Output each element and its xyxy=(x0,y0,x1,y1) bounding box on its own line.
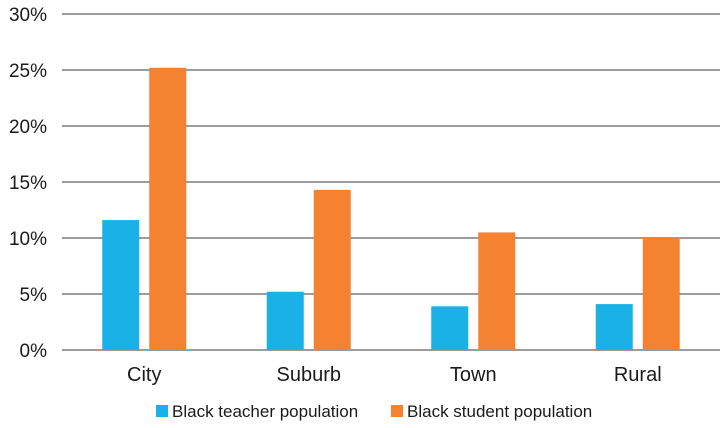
x-category-label: Town xyxy=(450,364,497,386)
bar-black-student-population-city xyxy=(149,67,187,350)
bars xyxy=(102,67,680,350)
legend-label: Black teacher population xyxy=(172,402,358,421)
x-axis-labels: City Suburb Town Rural xyxy=(127,364,662,386)
x-category-label: Rural xyxy=(614,364,662,386)
y-tick-label: 0% xyxy=(20,341,48,362)
legend-swatch xyxy=(391,405,403,417)
bar-black-teacher-population-town xyxy=(431,306,469,350)
legend: Black teacher population Black student po… xyxy=(156,402,592,421)
bar-black-student-population-town xyxy=(478,232,516,350)
bar-black-student-population-suburb xyxy=(313,189,351,350)
bar-black-teacher-population-rural xyxy=(595,304,633,350)
bar-black-student-population-rural xyxy=(642,238,680,350)
y-tick-label: 25% xyxy=(9,61,47,82)
x-category-label: Suburb xyxy=(277,364,342,386)
y-tick-label: 5% xyxy=(20,285,48,306)
legend-label: Black student population xyxy=(407,402,592,421)
y-tick-label: 15% xyxy=(9,173,47,194)
y-tick-label: 30% xyxy=(9,5,47,26)
legend-swatch xyxy=(156,405,168,417)
bar-black-teacher-population-city xyxy=(102,220,140,350)
bar-black-teacher-population-suburb xyxy=(266,291,304,350)
y-tick-label: 10% xyxy=(9,229,47,250)
y-axis-ticks: 0% 5% 10% 15% 20% 25% 30% xyxy=(9,5,47,362)
y-tick-label: 20% xyxy=(9,117,47,138)
x-category-label: City xyxy=(127,364,161,386)
